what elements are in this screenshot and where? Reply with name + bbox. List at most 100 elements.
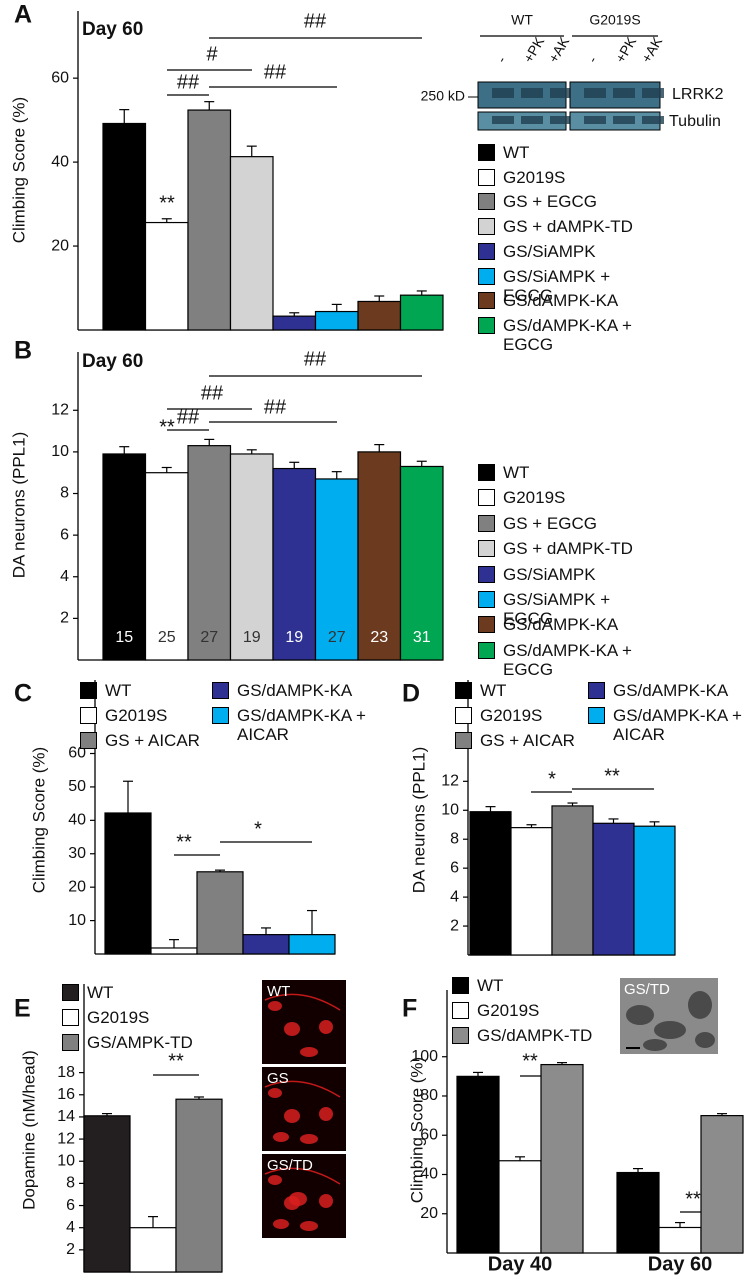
error-bar	[307, 909, 317, 935]
bar	[469, 811, 512, 956]
significance-label: **	[159, 416, 175, 438]
blot-band	[642, 88, 664, 98]
y-axis-label: DA neurons (PPL1)	[409, 747, 428, 893]
chart-title: Day 60	[82, 19, 143, 40]
neuron-stain	[319, 1107, 333, 1121]
legend-item: G2019S	[455, 706, 542, 725]
error-bar	[473, 1071, 483, 1077]
y-tick-label: 10	[57, 1152, 75, 1169]
bar	[102, 122, 147, 331]
y-tick-label: 8	[450, 830, 459, 847]
legend-label: G2019S	[503, 167, 566, 187]
x-tick-label: Day 60	[648, 1253, 713, 1275]
legend-item: GS/dAMPK-KA	[212, 681, 352, 700]
legend-label: GS/SiAMPK	[503, 564, 596, 584]
significance-label: #	[206, 43, 218, 65]
blot-band	[550, 88, 572, 98]
significance-label: *	[254, 818, 262, 840]
legend-swatch	[478, 514, 495, 532]
bar	[83, 1115, 131, 1273]
micrograph-label: GS	[267, 1070, 289, 1087]
legend-swatch	[478, 540, 495, 558]
legend-item: GS/dAMPK-KA + EGCG	[478, 316, 638, 354]
legend-label: WT	[503, 143, 530, 162]
legend-swatch	[478, 218, 495, 236]
bar	[510, 827, 553, 956]
error-bar	[485, 806, 496, 812]
legend-label: GS/SiAMPK	[503, 241, 596, 261]
y-tick-label: 6	[66, 1197, 75, 1214]
blot-row-label: Tubulin	[669, 113, 721, 130]
bar	[175, 1098, 223, 1273]
significance-label: **	[685, 1188, 701, 1210]
legend-label: GS + AICAR	[480, 731, 575, 750]
neuron-stain	[268, 1001, 282, 1011]
neurite-stain	[264, 993, 341, 1011]
micrograph: GS/TD	[262, 1154, 346, 1238]
error-bar	[194, 1096, 204, 1100]
panel-label: B	[14, 337, 32, 365]
significance-label: ##	[304, 10, 327, 32]
y-axis-label: Dopamine (nM/head)	[19, 1050, 38, 1210]
bar	[700, 1115, 744, 1254]
blot-band	[521, 88, 543, 98]
y-tick-label: 6	[60, 526, 69, 543]
y-tick-label: 4	[66, 1219, 75, 1236]
legend-label: GS + EGCG	[503, 192, 597, 212]
error-bar	[331, 303, 342, 312]
neurite-stain	[264, 1080, 341, 1098]
y-tick-label: 18	[57, 1064, 75, 1081]
legend-item: GS/dAMPK-KA	[588, 681, 728, 700]
bar-count-label: 19	[285, 629, 303, 646]
significance-label: ##	[264, 61, 287, 83]
legend-item: GS/SiAMPK + EGCG	[478, 590, 638, 628]
legend-item: WT	[478, 143, 529, 162]
legend-label: GS/SiAMPK + EGCG	[503, 266, 611, 305]
legend-swatch	[62, 1009, 79, 1026]
error-bar	[289, 312, 300, 317]
legend-swatch	[478, 267, 495, 285]
blot-band	[642, 116, 664, 124]
legend-label: GS + dAMPK-TD	[503, 539, 633, 559]
legend-item: WT	[478, 463, 529, 482]
bar	[551, 805, 594, 956]
blot-band	[613, 88, 635, 98]
neuron-stain	[284, 1109, 300, 1123]
y-tick-label: 10	[441, 801, 459, 818]
bar	[129, 1227, 177, 1273]
error-bar	[649, 821, 660, 827]
y-tick-label: 8	[66, 1175, 75, 1192]
error-bar	[416, 290, 427, 296]
x-tick-label: Day 40	[488, 1253, 553, 1275]
blot-band	[492, 116, 514, 124]
y-tick-label: 14	[57, 1108, 75, 1125]
bar	[104, 812, 152, 955]
bar	[658, 1226, 702, 1254]
legend-label: GS/SiAMPK + EGCG	[503, 590, 611, 628]
legend-swatch	[80, 682, 97, 699]
bar-count-label: 15	[115, 629, 133, 646]
error-bar	[204, 101, 215, 111]
y-tick-label: 4	[450, 888, 459, 905]
micrograph-label: WT	[267, 983, 290, 1000]
legend-swatch	[455, 682, 472, 699]
error-bar	[515, 1156, 525, 1161]
legend-swatch	[478, 168, 495, 186]
neuron-stain	[273, 1219, 289, 1229]
bar	[592, 822, 635, 956]
bar-count-label: 25	[158, 629, 176, 646]
error-bar	[261, 927, 271, 935]
legend-item: GS + EGCG	[478, 192, 597, 211]
bar	[187, 445, 232, 661]
bar	[314, 310, 359, 331]
significance-label: **	[168, 1050, 184, 1072]
legend-item: GS + dAMPK-TD	[478, 539, 633, 558]
blot-row-label: LRRK2	[672, 86, 724, 103]
legend-label: GS/dAMPK-TD	[477, 1026, 593, 1045]
error-bar	[331, 471, 342, 479]
blot-band	[613, 116, 635, 124]
blot-band	[521, 116, 543, 124]
legend-item: GS/dAMPK-KA	[478, 291, 618, 310]
y-tick-label: 10	[51, 443, 69, 460]
legend-label: WT	[503, 463, 530, 482]
